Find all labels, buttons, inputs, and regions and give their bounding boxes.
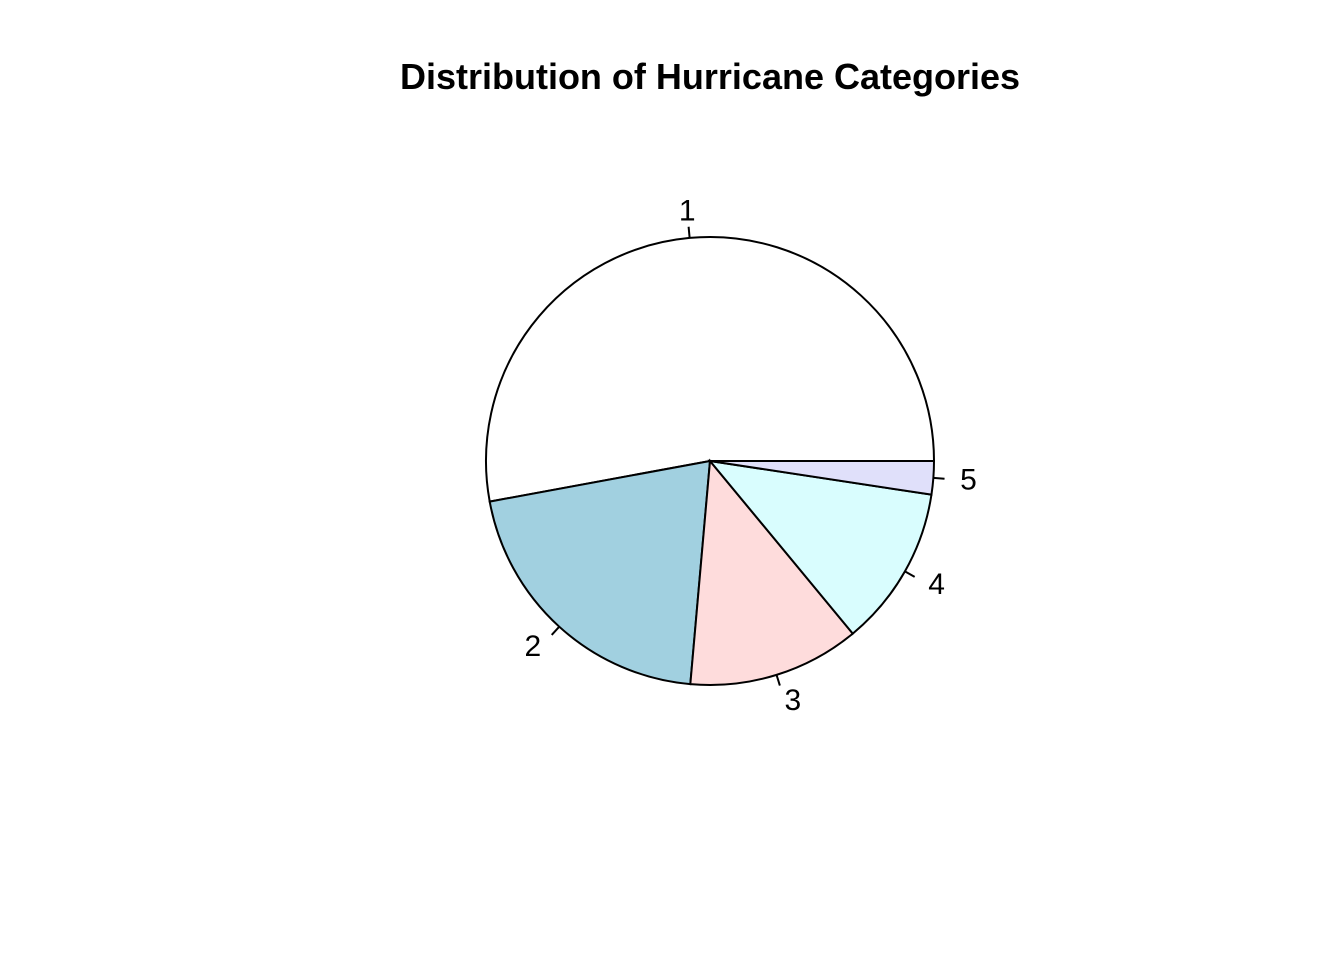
pie-label-5: 5	[960, 463, 977, 496]
pie-label-3: 3	[785, 684, 802, 717]
chart-title: Distribution of Hurricane Categories	[399, 56, 1021, 97]
pie-label-tick-3	[775, 674, 781, 686]
pie-label-1: 1	[679, 195, 696, 228]
pie-label-tick-2	[550, 626, 560, 636]
pie-label-tick-4	[904, 570, 916, 578]
pie-slice-1	[485, 236, 936, 503]
pie-label-tick-5	[933, 476, 945, 480]
pie-label-tick-1	[687, 226, 691, 239]
pie-label-4: 4	[928, 568, 945, 601]
pie-label-2: 2	[524, 630, 541, 663]
